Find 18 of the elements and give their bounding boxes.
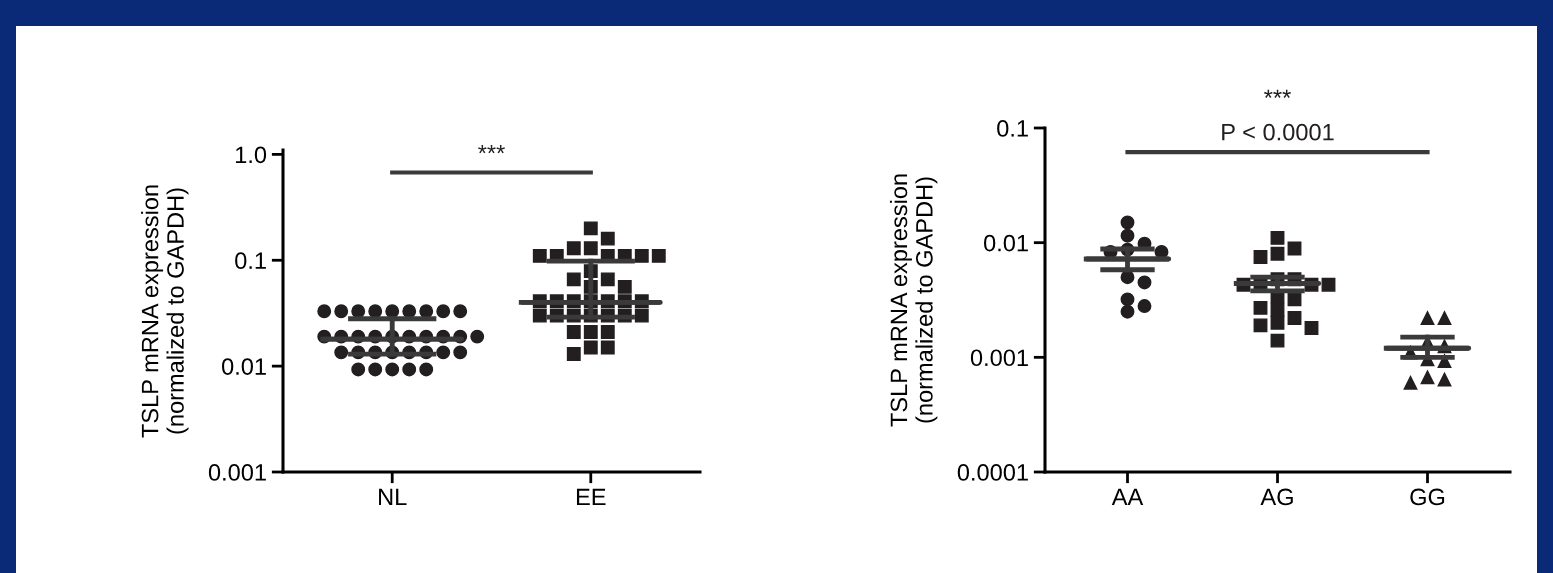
y-tick-label: 0.001 [208, 464, 266, 481]
x-tick-label: AG [1260, 488, 1293, 506]
annotation: *** [478, 144, 505, 154]
y-axis-title: TSLP mRNA expression (normalized to GAPDH) [141, 185, 189, 438]
annotation: P < 0.0001 [1222, 123, 1334, 141]
y-tick-label: 0.01 [222, 358, 266, 375]
y-tick-label: 0.01 [984, 234, 1028, 252]
y-tick-label: 0.1 [235, 252, 266, 270]
y-axis-title: TSLP mRNA expression (normalized to GAPDH) [889, 174, 938, 427]
y-tick-label: 1.0 [236, 146, 267, 164]
y-tick-label: 0.1 [997, 120, 1028, 137]
x-tick-label: AA [1111, 488, 1144, 506]
x-tick-label: NL [379, 488, 407, 506]
y-tick-label: 0.0001 [957, 464, 1028, 481]
x-tick-label: GG [1410, 488, 1445, 506]
y-tick-label: 0.001 [970, 349, 1028, 367]
text: *** [1264, 89, 1291, 98]
x-tick-label: EE [576, 488, 606, 506]
